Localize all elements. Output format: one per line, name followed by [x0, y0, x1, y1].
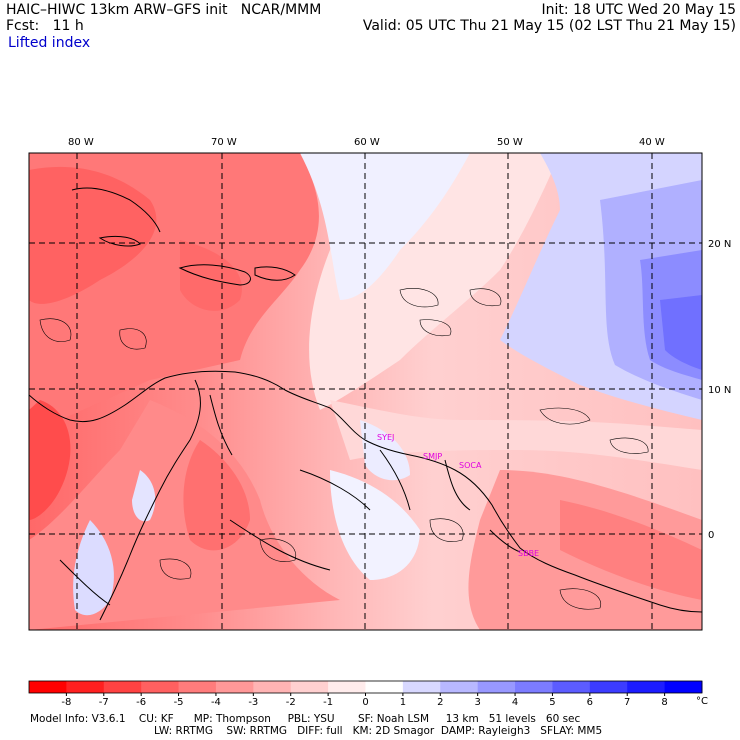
lon-label-70w: 70 W	[211, 137, 237, 148]
colorbar-swatch	[66, 681, 105, 693]
colorbar-swatch	[440, 681, 479, 693]
lon-label-50w: 50 W	[497, 137, 523, 148]
colorbar-label: 7	[624, 697, 630, 708]
init-time: Init: 18 UTC Wed 20 May 15	[541, 2, 736, 18]
colorbar-label: -3	[248, 697, 258, 708]
colorbar-label: -8	[61, 697, 71, 708]
colorbar-label: 2	[437, 697, 443, 708]
station-label: SYEJ	[377, 433, 394, 442]
colorbar-label: 8	[661, 697, 667, 708]
colorbar-label: -1	[323, 697, 333, 708]
colorbar-swatch	[290, 681, 329, 693]
colorbar-unit: °C	[696, 696, 708, 707]
forecast-hour: Fcst: 11 h	[6, 18, 84, 34]
lon-label-40w: 40 W	[639, 137, 665, 148]
colorbar-swatch	[477, 681, 516, 693]
lat-label-0: 0	[708, 530, 714, 541]
colorbar-swatch	[178, 681, 217, 693]
colorbar-label: -4	[211, 697, 221, 708]
colorbar-swatch	[664, 681, 703, 693]
colorbar-swatch	[402, 681, 441, 693]
model-info-line2: LW: RRTMG SW: RRTMG DIFF: full KM: 2D Sm…	[154, 725, 603, 737]
lon-label-80w: 80 W	[68, 137, 94, 148]
colorbar-label: -5	[174, 697, 184, 708]
colorbar-label: 1	[400, 697, 406, 708]
colorbar: -8 -7 -6 -5 -4 -3 -2 -1 0 1 2 3 4 5 6 7 8	[28, 680, 703, 708]
field-name: Lifted index	[8, 35, 91, 51]
lat-lon-grid	[29, 153, 702, 630]
colorbar-label: -2	[286, 697, 296, 708]
colorbar-label: 5	[549, 697, 555, 708]
contour-lines	[39, 288, 649, 610]
valid-time: Valid: 05 UTC Thu 21 May 15 (02 LST Thu …	[362, 18, 736, 34]
colorbar-swatch	[29, 681, 67, 693]
colorbar-label: 4	[512, 697, 518, 708]
colorbar-swatch	[627, 681, 666, 693]
colorbar-label: 6	[587, 697, 593, 708]
model-title: HAIC–HIWC 13km ARW–GFS init NCAR/MMM	[6, 2, 322, 18]
station-label: SBBE	[518, 549, 539, 558]
colorbar-label: 0	[362, 697, 368, 708]
colorbar-swatch	[365, 681, 404, 693]
colorbar-label: -6	[136, 697, 146, 708]
coastlines	[29, 187, 702, 621]
map-frame	[28, 152, 703, 631]
colorbar-swatch	[253, 681, 292, 693]
colorbar-swatch	[515, 681, 553, 693]
colorbar-swatch	[141, 681, 180, 693]
colorbar-swatch	[328, 681, 366, 693]
station-label: SOCA	[459, 461, 482, 470]
colorbar-swatch	[215, 681, 254, 693]
colorbar-swatch	[589, 681, 628, 693]
lon-label-60w: 60 W	[354, 137, 380, 148]
colorbar-label: 3	[474, 697, 480, 708]
colorbar-swatch	[552, 681, 591, 693]
colorbar-swatch	[103, 681, 142, 693]
colorbar-label: -7	[99, 697, 109, 708]
station-label: SMJP	[423, 452, 442, 461]
lat-label-20n: 20 N	[708, 239, 731, 250]
lat-label-10n: 10 N	[708, 385, 731, 396]
model-info-line1: Model Info: V3.6.1 CU: KF MP: Thompson P…	[30, 713, 581, 725]
